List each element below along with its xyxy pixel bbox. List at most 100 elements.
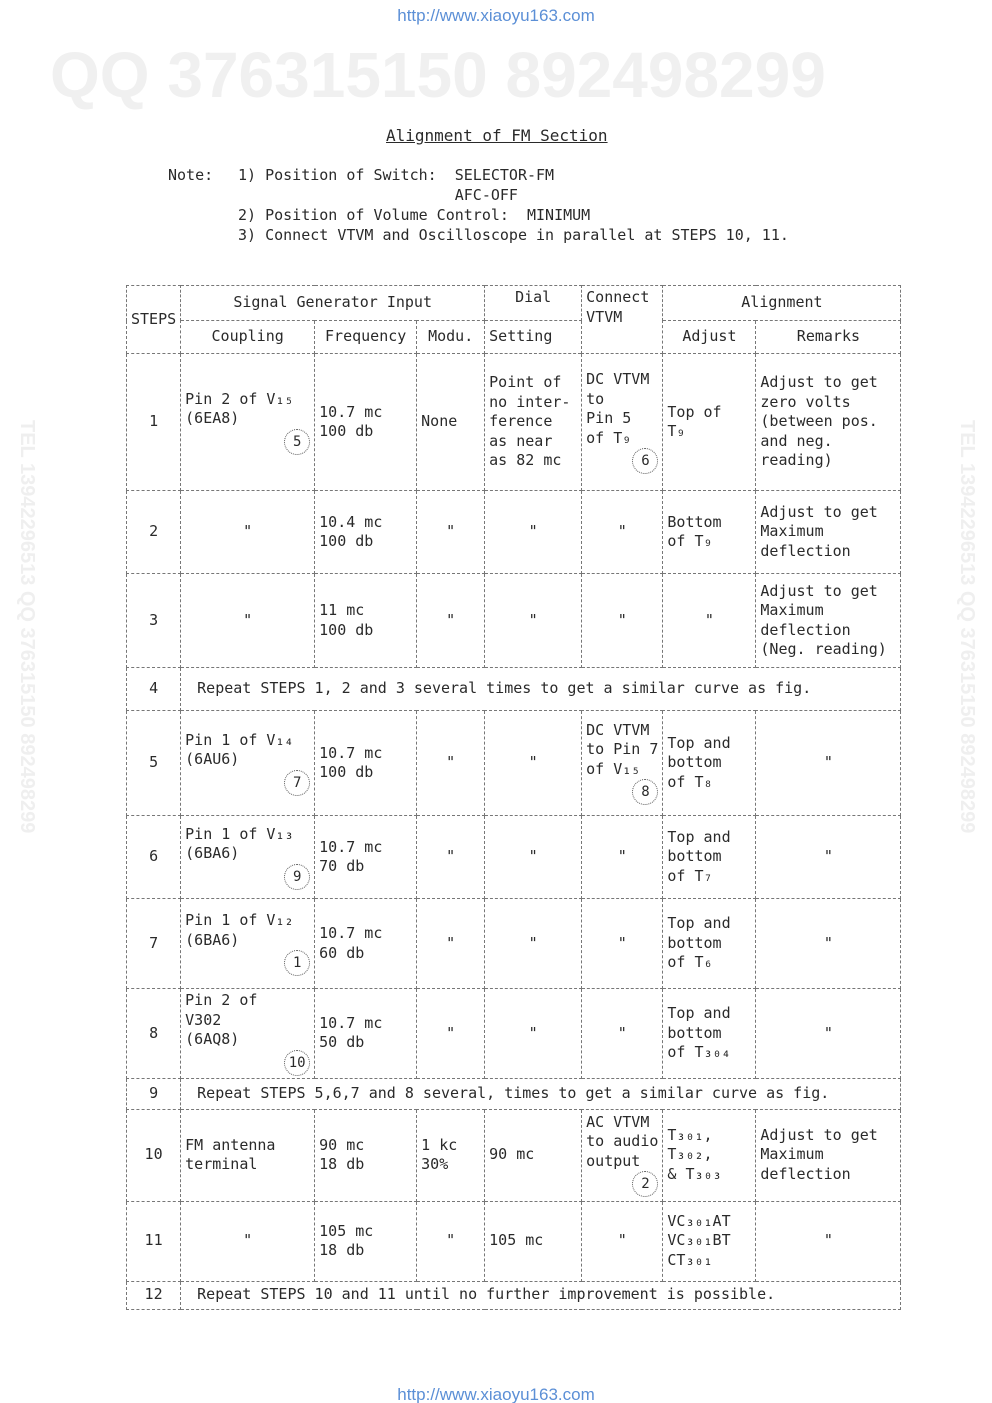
cell-line: " bbox=[617, 847, 627, 866]
cell-line: deflection bbox=[760, 541, 851, 560]
cell-modu: " bbox=[416, 815, 486, 899]
cell-line: Top of bbox=[667, 402, 722, 421]
cell-line: " bbox=[243, 1231, 253, 1250]
cell-line: " bbox=[446, 522, 456, 541]
cell-connect-vtvm: DC VTVM to Pin 5 of T₉ 6 bbox=[581, 353, 664, 491]
cell-dial-setting: " bbox=[484, 898, 583, 989]
figure-reference: 10 bbox=[185, 1049, 311, 1076]
cell-line: 10.4 mc bbox=[319, 512, 383, 531]
cell-connect-vtvm: " bbox=[581, 898, 664, 989]
cell-coupling: Pin 1 of V₁₃ (6BA6) 9 bbox=[180, 815, 316, 899]
cell-line: & T₃₀₃ bbox=[667, 1164, 722, 1183]
cell-line: to audio bbox=[586, 1132, 659, 1151]
cell-line: 100 db bbox=[319, 763, 374, 781]
cell-line: to bbox=[586, 389, 605, 408]
header-frequency: Frequency bbox=[314, 320, 418, 354]
header-url[interactable]: http://www.xiaoyu163.com bbox=[397, 6, 595, 25]
watermark-side-left: TEL 13942296513 QQ 376315150 892498299 bbox=[16, 420, 38, 834]
cell-line: " bbox=[528, 1023, 538, 1042]
header-adjust: Adjust bbox=[662, 320, 757, 354]
cell-line: Adjust to get bbox=[760, 373, 878, 392]
cell-line: None bbox=[421, 412, 458, 431]
step-number: 10 bbox=[125, 1108, 182, 1202]
circled-figure-number: 2 bbox=[632, 1171, 659, 1198]
cell-line: as near bbox=[489, 431, 553, 450]
cell-line: " bbox=[528, 610, 538, 629]
cell-line: Adjust to get bbox=[760, 581, 878, 600]
note-3: 3) Connect VTVM and Oscilloscope in para… bbox=[238, 226, 789, 244]
cell-remarks: " bbox=[755, 815, 902, 899]
cell-modu: " bbox=[416, 1200, 486, 1282]
cell-line: 90 mc bbox=[319, 1135, 365, 1154]
cell-line: " bbox=[823, 1023, 833, 1042]
repeat-instruction: Repeat STEPS 10 and 11 until no further … bbox=[180, 1280, 902, 1310]
note-1b: AFC-OFF bbox=[238, 186, 518, 204]
cell-line: Maximum bbox=[760, 522, 824, 541]
watermark-side-right: TEL 13942296513 QQ 376315150 892498299 bbox=[956, 420, 978, 834]
cell-line: 105 mc bbox=[319, 1221, 374, 1240]
circled-figure-number: 6 bbox=[632, 448, 659, 474]
cell-adjust: Top and bottom of T₈ bbox=[662, 710, 757, 816]
cell-dial-setting: " bbox=[484, 815, 583, 899]
cell-line: T₉ bbox=[667, 422, 686, 440]
cell-line: (6EA8) bbox=[185, 409, 240, 427]
step-number: 2 bbox=[125, 490, 182, 574]
cell-frequency: 10.7 mc 70 db bbox=[314, 815, 418, 899]
cell-line: 30% bbox=[421, 1155, 449, 1173]
figure-reference: 6 bbox=[586, 448, 659, 474]
cell-line: of T₃₀₄ bbox=[667, 1043, 731, 1061]
cell-connect-vtvm: AC VTVM to audio output 2 bbox=[581, 1108, 664, 1202]
cell-line: bottom bbox=[667, 847, 722, 866]
cell-line: of V₁₅ bbox=[586, 759, 641, 778]
circled-figure-number: 1 bbox=[284, 950, 311, 976]
cell-modu: " bbox=[416, 573, 486, 668]
cell-line: " bbox=[823, 847, 833, 866]
note-1: 1) Position of Switch: SELECTOR-FM bbox=[238, 166, 555, 184]
cell-line: Point of bbox=[489, 373, 562, 392]
cell-line: (6AU6) bbox=[185, 750, 240, 768]
header-vtvm: VTVM bbox=[586, 307, 623, 326]
cell-line: 10.7 mc bbox=[319, 402, 383, 421]
cell-line: 10.7 mc bbox=[319, 837, 383, 856]
cell-line: " bbox=[617, 1023, 627, 1042]
cell-line: V302 bbox=[185, 1010, 222, 1029]
cell-line: " bbox=[528, 847, 538, 866]
cell-coupling: " bbox=[180, 573, 316, 668]
table-row: 7 Pin 1 of V₁₂ (6BA6) 1 10.7 mc 60 db " " " Top a… bbox=[125, 898, 902, 989]
step-number: 3 bbox=[125, 573, 182, 668]
cell-line: Top and bbox=[667, 827, 731, 846]
cell-line: " bbox=[446, 1023, 456, 1042]
cell-line: 90 mc bbox=[489, 1145, 535, 1164]
cell-line: Maximum bbox=[760, 601, 824, 619]
page-title: Alignment of FM Section bbox=[386, 126, 608, 145]
cell-connect-vtvm: DC VTVM to Pin 7 of V₁₅ 8 bbox=[581, 710, 664, 816]
cell-remarks: " bbox=[755, 1200, 902, 1282]
step-number: 12 bbox=[125, 1280, 182, 1310]
cell-line: (between pos. bbox=[760, 412, 878, 431]
cell-line: CT₃₀₁ bbox=[667, 1250, 713, 1269]
header-setting: Setting bbox=[484, 320, 583, 354]
cell-line: " bbox=[528, 753, 538, 772]
cell-line: Pin 1 of V₁₂ bbox=[185, 911, 294, 929]
circled-figure-number: 5 bbox=[284, 428, 311, 455]
watermark-top: QQ 376315150 892498299 bbox=[50, 39, 826, 111]
cell-coupling: " bbox=[180, 1200, 316, 1282]
figure-reference: 7 bbox=[185, 769, 311, 796]
cell-adjust: Top and bottom of T₆ bbox=[662, 898, 757, 989]
footer-url[interactable]: http://www.xiaoyu163.com bbox=[397, 1385, 595, 1403]
cell-frequency: 105 mc 18 db bbox=[314, 1200, 418, 1282]
cell-line: " bbox=[446, 610, 456, 629]
cell-line: " bbox=[446, 847, 456, 866]
cell-frequency: 10.7 mc 50 db bbox=[314, 988, 418, 1079]
cell-line: T₃₀₂, bbox=[667, 1145, 713, 1164]
cell-remarks: Adjust to get Maximum deflection (Neg. read… bbox=[755, 573, 902, 668]
cell-line: Top and bbox=[667, 1004, 731, 1022]
cell-connect-vtvm: " bbox=[581, 988, 664, 1079]
table-row: 6 Pin 1 of V₁₃ (6BA6) 9 10.7 mc 70 db " " " Top a… bbox=[125, 815, 902, 899]
header-steps: STEPS bbox=[125, 285, 182, 354]
cell-modu: " bbox=[416, 710, 486, 816]
table-row: 10 FM antenna terminal 90 mc 18 db 1 kc 30% 90 … bbox=[125, 1108, 902, 1202]
cell-line: Pin 1 of V₁₃ bbox=[185, 824, 294, 843]
cell-coupling: Pin 2 of V₁₅ (6EA8) 5 bbox=[180, 353, 316, 491]
cell-line: (Neg. reading) bbox=[760, 640, 887, 658]
